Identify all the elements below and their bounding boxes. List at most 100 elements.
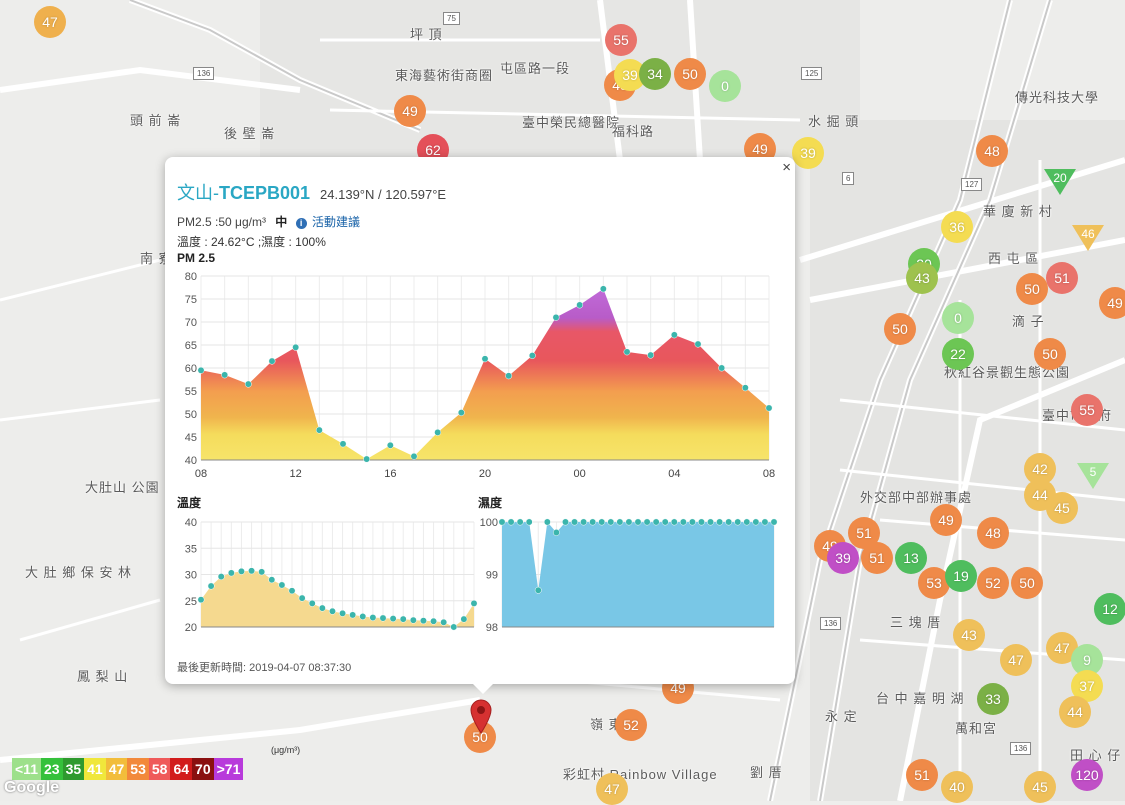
highway-shield: 125 [801, 67, 823, 80]
station-marker[interactable]: 36 [941, 211, 973, 243]
data-point [221, 371, 229, 379]
station-marker[interactable]: 45 [1046, 492, 1078, 524]
legend-item: 47 [105, 758, 128, 780]
station-marker[interactable]: 51 [906, 759, 938, 791]
y-tick-label: 75 [185, 294, 197, 306]
data-point [598, 518, 606, 526]
data-point [741, 384, 749, 392]
station-marker[interactable]: 50 [1016, 273, 1048, 305]
data-point [525, 518, 533, 526]
station-marker[interactable]: 0 [709, 70, 741, 102]
data-point [328, 607, 336, 615]
station-marker[interactable]: 50 [884, 313, 916, 345]
data-point [430, 617, 438, 625]
data-point [670, 331, 678, 339]
google-logo: Google [4, 779, 60, 796]
y-tick-label: 35 [185, 543, 197, 555]
data-point [607, 518, 615, 526]
map-place-label: 福科路 [612, 124, 655, 139]
station-marker[interactable]: 50 [1011, 567, 1043, 599]
station-marker[interactable]: 55 [1071, 394, 1103, 426]
data-point [670, 518, 678, 526]
data-point [625, 518, 633, 526]
pm25-legend: <11 23 35 41 47 53 58 64 70 >71 [12, 758, 244, 780]
y-tick-label: 80 [185, 271, 197, 283]
station-marker[interactable]: 34 [639, 58, 671, 90]
station-marker[interactable]: 45 [1024, 771, 1056, 803]
map-place-label: 西 屯 區 [988, 251, 1040, 266]
station-marker[interactable]: 33 [977, 683, 1009, 715]
station-marker[interactable]: 19 [945, 560, 977, 592]
station-marker[interactable]: 52 [615, 709, 647, 741]
station-marker[interactable]: 49 [930, 504, 962, 536]
station-marker[interactable]: 120 [1071, 759, 1103, 791]
map-place-label: 大 肚 鄉 保 安 林 [25, 565, 133, 580]
station-marker[interactable]: 48 [976, 135, 1008, 167]
map-place-label: 頭 前 崙 [130, 113, 182, 128]
station-marker[interactable]: 53 [918, 567, 950, 599]
data-point [661, 518, 669, 526]
station-marker-triangle[interactable]: 20 [1044, 169, 1076, 195]
y-tick-label: 30 [185, 570, 197, 582]
x-tick-label: 08 [195, 468, 207, 480]
data-point [399, 615, 407, 623]
map-place-label: 鳳 梨 山 [77, 669, 129, 684]
station-marker[interactable]: 22 [942, 338, 974, 370]
station-marker[interactable]: 39 [827, 542, 859, 574]
map-place-label: 三 塊 厝 [890, 615, 942, 630]
station-marker[interactable]: 43 [953, 619, 985, 651]
station-marker[interactable]: 50 [674, 58, 706, 90]
station-marker[interactable]: 13 [895, 542, 927, 574]
data-point [743, 518, 751, 526]
station-marker[interactable]: 49 [1099, 287, 1125, 319]
data-point [643, 518, 651, 526]
y-tick-label: 99 [486, 570, 498, 582]
station-marker[interactable]: 52 [977, 567, 1009, 599]
data-point [647, 351, 655, 359]
data-point [623, 348, 631, 356]
data-point [694, 340, 702, 348]
data-point [457, 409, 465, 417]
station-marker[interactable]: 51 [861, 542, 893, 574]
y-tick-label: 98 [486, 622, 498, 632]
station-marker[interactable]: 50 [1034, 338, 1066, 370]
station-title: 文山-TCEPB001 24.139°N / 120.597°E [177, 179, 446, 205]
station-marker[interactable]: 37 [1071, 670, 1103, 702]
station-marker[interactable]: 48 [977, 517, 1009, 549]
activity-advice-link[interactable]: 活動建議 [312, 215, 361, 229]
station-marker[interactable]: 44 [1059, 696, 1091, 728]
station-marker[interactable]: 43 [906, 262, 938, 294]
station-marker[interactable]: 47 [34, 6, 66, 38]
data-point [571, 518, 578, 526]
map-place-label: 東海藝術街商圈 [395, 68, 494, 83]
legend-item: 70 [192, 758, 214, 780]
info-icon[interactable]: i [295, 218, 307, 229]
temperature-chart: 20 25 30 35 40 [185, 517, 478, 632]
selected-location-pin-icon[interactable] [469, 698, 493, 739]
legend-item: 53 [127, 758, 149, 780]
data-point [716, 518, 724, 526]
station-marker[interactable]: 47 [1046, 632, 1078, 664]
close-icon[interactable]: × [782, 159, 791, 176]
station-marker-triangle[interactable]: 46 [1072, 225, 1104, 251]
station-marker-triangle[interactable]: 5 [1077, 463, 1109, 489]
station-marker[interactable]: 55 [605, 24, 637, 56]
station-marker[interactable]: 47 [1000, 644, 1032, 676]
y-tick-label: 50 [185, 409, 197, 421]
data-point [339, 440, 347, 448]
station-marker[interactable]: 49 [394, 95, 426, 127]
map-place-label: 永 定 [825, 709, 858, 724]
station-marker[interactable]: 39 [792, 137, 824, 169]
data-point [217, 573, 225, 581]
data-point [440, 618, 448, 626]
data-point [410, 452, 418, 460]
station-marker[interactable]: 51 [1046, 262, 1078, 294]
station-marker[interactable]: 47 [596, 773, 628, 805]
data-point [505, 372, 513, 380]
data-point [339, 609, 347, 617]
data-point [244, 380, 252, 388]
station-marker[interactable]: 0 [942, 302, 974, 334]
station-marker[interactable]: 40 [941, 771, 973, 803]
data-point [298, 594, 306, 602]
station-marker[interactable]: 12 [1094, 593, 1125, 625]
